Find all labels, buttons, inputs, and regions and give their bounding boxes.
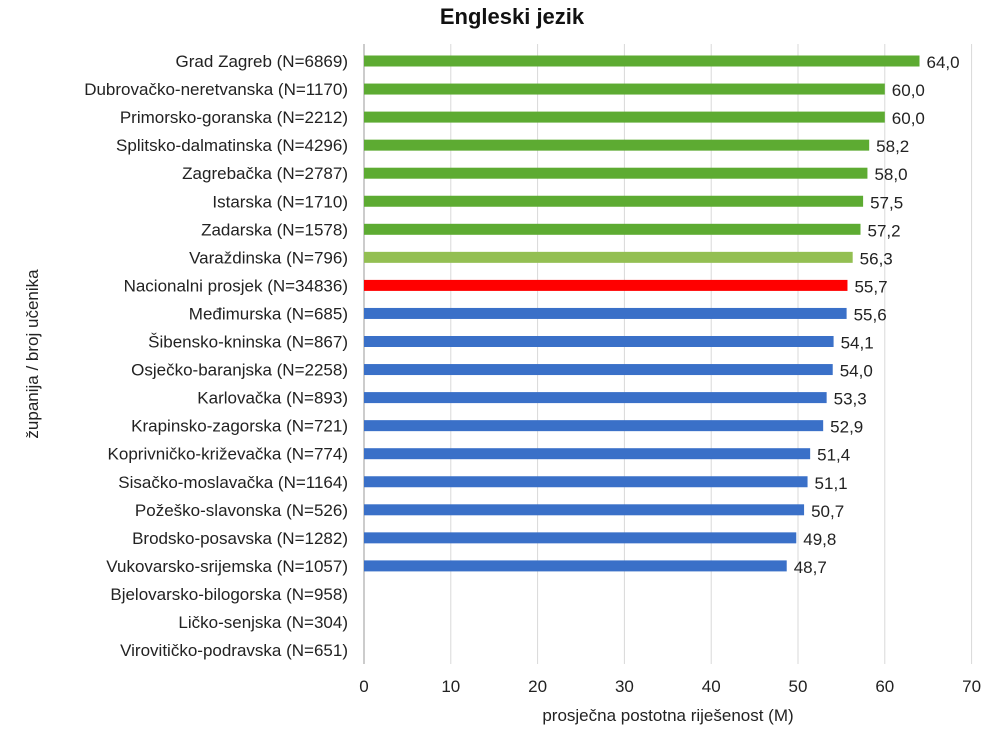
category-label: Bjelovarsko-bilogorska (N=958)	[110, 585, 348, 604]
bars	[364, 55, 920, 572]
x-axis-ticks: 0 10 20 30 40 50 60 70	[359, 677, 981, 696]
value-label: 58,0	[874, 165, 907, 184]
value-label: 60,0	[892, 109, 925, 128]
category-label: Šibensko-kninska (N=867)	[148, 333, 348, 352]
bar	[364, 336, 834, 347]
x-tick-label: 50	[789, 677, 808, 696]
value-label: 54,0	[840, 362, 873, 381]
category-label: Karlovačka (N=893)	[197, 389, 348, 408]
y-axis-title: županija / broj učenika	[23, 269, 42, 439]
value-label: 64,0	[927, 53, 960, 72]
x-tick-label: 30	[615, 677, 634, 696]
category-label: Istarska (N=1710)	[212, 192, 348, 211]
x-tick-label: 70	[962, 677, 981, 696]
x-tick-label: 10	[441, 677, 460, 696]
x-tick-label: 0	[359, 677, 368, 696]
category-label: Požeško-slavonska (N=526)	[135, 501, 348, 520]
bar	[364, 223, 861, 235]
value-label: 50,7	[811, 502, 844, 521]
bar	[364, 279, 848, 291]
value-label: 57,5	[870, 193, 903, 212]
value-label: 55,6	[854, 305, 887, 324]
value-label: 53,3	[834, 390, 867, 409]
bar	[364, 476, 808, 488]
value-label: 51,1	[815, 474, 848, 493]
category-label: Varaždinska (N=796)	[189, 248, 348, 267]
bar	[364, 139, 870, 151]
bar	[364, 307, 847, 319]
bar	[364, 532, 797, 544]
x-axis-title: prosječna postotna riješenost (M)	[542, 706, 793, 725]
value-label: 54,1	[841, 334, 874, 353]
category-label: Zagrebačka (N=2787)	[182, 164, 348, 183]
x-tick-label: 20	[528, 677, 547, 696]
category-label: Primorsko-goranska (N=2212)	[120, 108, 348, 127]
value-label: 49,8	[803, 530, 836, 549]
bar	[364, 111, 885, 123]
x-tick-label: 60	[875, 677, 894, 696]
category-label: Brodsko-posavska (N=1282)	[132, 529, 348, 548]
category-label: Zadarska (N=1578)	[201, 220, 348, 239]
bar	[364, 560, 787, 572]
bar	[364, 392, 827, 404]
chart-title: Engleski jezik	[440, 4, 585, 29]
category-label: Krapinsko-zagorska (N=721)	[131, 417, 348, 436]
bar	[364, 448, 811, 460]
category-label: Koprivničko-križevačka (N=774)	[108, 445, 348, 464]
x-tick-label: 40	[702, 677, 721, 696]
bar	[364, 504, 805, 516]
category-label: Nacionalni prosjek (N=34836)	[124, 276, 348, 295]
category-label: Vukovarsko-srijemska (N=1057)	[106, 557, 348, 576]
bar	[364, 420, 824, 432]
bar	[364, 167, 868, 179]
category-labels: Grad Zagreb (N=6869) Dubrovačko-neretvans…	[84, 52, 348, 660]
category-label: Osječko-baranjska (N=2258)	[131, 361, 348, 380]
value-labels: 64,060,060,058,258,057,557,256,355,755,6…	[794, 53, 960, 577]
category-label: Splitsko-dalmatinska (N=4296)	[116, 136, 348, 155]
value-label: 56,3	[860, 249, 893, 268]
value-label: 51,4	[817, 446, 850, 465]
category-label: Virovitičko-podravska (N=651)	[120, 641, 348, 660]
value-label: 55,7	[854, 277, 887, 296]
bar	[364, 83, 885, 95]
bar	[364, 364, 833, 376]
value-label: 52,9	[830, 418, 863, 437]
bar	[364, 251, 853, 263]
value-label: 57,2	[867, 221, 900, 240]
category-label: Sisačko-moslavačka (N=1164)	[118, 473, 348, 492]
bar	[364, 55, 920, 67]
value-label: 58,2	[876, 137, 909, 156]
category-label: Dubrovačko-neretvanska (N=1170)	[84, 80, 348, 99]
category-label: Međimurska (N=685)	[189, 304, 348, 323]
value-label: 48,7	[794, 558, 827, 577]
category-label: Grad Zagreb (N=6869)	[176, 52, 348, 71]
category-label: Ličko-senjska (N=304)	[178, 613, 348, 632]
value-label: 60,0	[892, 81, 925, 100]
bar	[364, 195, 864, 207]
